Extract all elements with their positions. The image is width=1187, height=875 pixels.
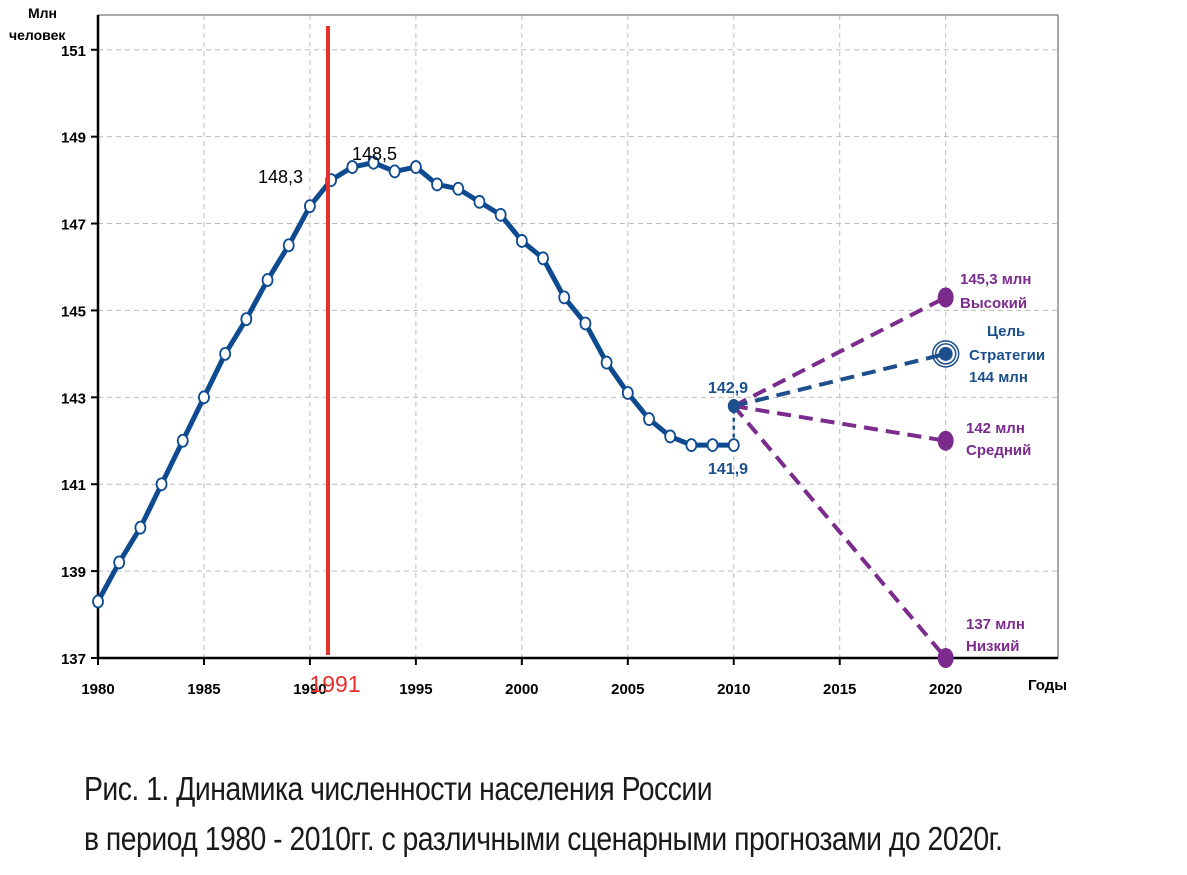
- target-ring-outer: [931, 340, 960, 368]
- plot-frame: [97, 14, 1059, 659]
- forecast-line-3: [732, 404, 948, 660]
- year-1991-marker-label: 1991: [309, 671, 360, 697]
- scenario-dot-2: [937, 430, 954, 451]
- target-dot: [938, 346, 953, 361]
- history-point: [240, 312, 253, 327]
- forecast-line-0: [732, 295, 947, 408]
- history-point: [643, 412, 655, 426]
- history-point: [706, 438, 719, 453]
- target-ring-middle: [934, 343, 957, 365]
- history-point: [452, 181, 465, 196]
- label-142-9: 142,9: [708, 380, 748, 397]
- history-point: [515, 234, 528, 248]
- figure-caption-line-1: Рис. 1. Динамика численности населения Р…: [84, 770, 713, 807]
- history-point: [600, 355, 613, 370]
- history-point: [176, 433, 189, 448]
- y-tick-label: 141: [61, 477, 86, 494]
- label-148-3: 148,3: [258, 167, 303, 187]
- history-point: [134, 520, 147, 535]
- scenario-dot-3: [937, 648, 954, 668]
- history-line: [95, 160, 734, 603]
- figure-caption-line-2: в период 1980 - 2010гг. с различными сце…: [84, 820, 1003, 857]
- history-point: [261, 273, 274, 287]
- scenario-dot-0: [937, 287, 954, 308]
- y-tick-label: 145: [61, 303, 86, 320]
- history-point: [558, 290, 571, 305]
- y-tick-label: 151: [61, 43, 86, 60]
- chart-axes: [96, 15, 1058, 660]
- y-tick-label: 149: [61, 130, 86, 147]
- x-tick-label: 2010: [717, 681, 750, 698]
- scenario-label-0-line-1: Высокий: [960, 295, 1027, 312]
- history-point: [282, 238, 295, 253]
- forecast-line-2: [733, 404, 947, 443]
- history-series: [92, 155, 740, 609]
- history-point: [92, 594, 104, 609]
- y-tick-label: 147: [61, 217, 86, 234]
- x-tick-label: 2015: [823, 681, 856, 698]
- scenario-label-1-line-1: Стратегии: [969, 347, 1045, 364]
- history-point: [367, 155, 380, 170]
- x-tick-label: 2000: [505, 681, 538, 698]
- population-chart: 137 139 141 143 145 147 149 151 1980 1985 1990 1995…: [9, 5, 1067, 698]
- x-axis-title: Годы: [1028, 677, 1067, 694]
- history-point: [494, 207, 507, 222]
- history-point: [219, 346, 232, 361]
- scenario-label-2-line-1: Средний: [966, 442, 1031, 459]
- forecast-lines: [727, 287, 960, 668]
- y-tick-label: 143: [61, 390, 86, 407]
- scenario-label-3-line-0: 137 млн: [966, 616, 1025, 633]
- x-tick-label: 1990: [293, 681, 326, 698]
- y-tick-label: 137: [61, 651, 86, 668]
- y-axis-title-line-2: человек: [9, 27, 66, 43]
- label-141-9: 141,9: [708, 461, 748, 478]
- x-tick-label: 2020: [929, 681, 962, 698]
- scenario-label-2-line-0: 142 млн: [966, 420, 1025, 437]
- history-point: [346, 160, 359, 174]
- forecast-line-1: [733, 351, 947, 408]
- history-point: [155, 477, 168, 492]
- history-point: [664, 429, 677, 444]
- x-tick-label: 1985: [187, 681, 220, 698]
- x-tick-label: 2005: [611, 681, 644, 698]
- forecast-start-dot: [727, 399, 740, 414]
- history-point: [388, 164, 401, 179]
- y-tick-label: 139: [61, 564, 86, 581]
- scenario-label-3-line-1: Низкий: [966, 638, 1019, 655]
- history-point: [685, 438, 698, 453]
- history-point: [431, 177, 443, 192]
- history-point: [621, 386, 634, 400]
- x-tick-label: 1995: [399, 681, 432, 698]
- history-point: [113, 555, 126, 570]
- y-axis-title-line-1: Млн: [28, 5, 57, 21]
- chart-labels: 1991 148,3 148,5 142,9 141,9 145,3 млн Высокий…: [258, 26, 1045, 697]
- history-point: [727, 438, 740, 453]
- scenario-label-1-line-0: Цель: [987, 323, 1025, 340]
- history-point: [473, 194, 486, 209]
- label-148-5: 148,5: [352, 144, 397, 164]
- history-point: [409, 160, 422, 174]
- history-point: [579, 316, 592, 331]
- chart-grid: [97, 14, 1059, 659]
- chart-ticks: 137 139 141 143 145 147 149 151 1980 1985 1990 1995…: [9, 5, 1067, 698]
- history-point: [198, 390, 210, 405]
- x-tick-label: 1980: [81, 681, 114, 698]
- history-point: [304, 199, 316, 214]
- scenario-label-1-line-2: 144 млн: [969, 369, 1028, 386]
- scenario-label-0-line-0: 145,3 млн: [960, 271, 1031, 288]
- history-point: [537, 251, 549, 266]
